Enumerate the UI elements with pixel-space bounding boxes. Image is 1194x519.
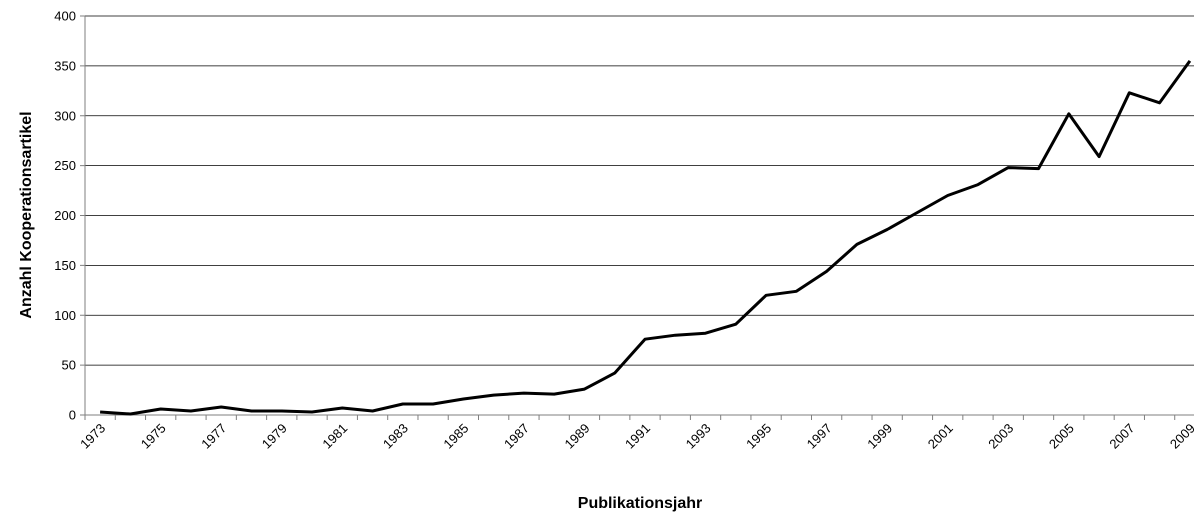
y-tick-label: 250 xyxy=(54,158,76,173)
y-tick-label: 300 xyxy=(54,108,76,123)
y-tick-label: 400 xyxy=(54,9,76,24)
series-group xyxy=(100,60,1192,416)
x-tick-label: 1979 xyxy=(259,421,290,452)
x-tick-label: 2009 xyxy=(1167,421,1194,452)
x-tick-label: 1991 xyxy=(622,421,653,452)
x-tick-label: 2007 xyxy=(1106,421,1137,452)
x-tick-label: 1975 xyxy=(138,421,169,452)
x-tick-label: 1989 xyxy=(562,421,593,452)
y-axis-title: Anzahl Kooperationsartikel xyxy=(18,111,35,318)
x-axis-title: Publikationsjahr xyxy=(578,495,702,512)
x-tick-label: 1993 xyxy=(683,421,714,452)
x-tick-label: 2003 xyxy=(985,421,1016,452)
y-tick-label: 350 xyxy=(54,58,76,73)
x-tick-label: 1985 xyxy=(440,421,471,452)
x-tick-label: 2001 xyxy=(925,421,956,452)
x-tick-label: 1983 xyxy=(380,421,411,452)
y-tick-label: 200 xyxy=(54,208,76,223)
y-tick-label: 0 xyxy=(69,408,76,423)
x-tick-label: 1981 xyxy=(319,421,350,452)
y-tick-label: 150 xyxy=(54,258,76,273)
x-tick-label: 1987 xyxy=(501,421,532,452)
series-line xyxy=(100,60,1192,416)
x-ticks: 1973 1975 1977 1979 1981 1983 1985 1987 1989 1991… xyxy=(77,415,1194,452)
x-tick-label: 2005 xyxy=(1046,421,1077,452)
x-tick-label: 1997 xyxy=(804,421,835,452)
y-tick-label: 100 xyxy=(54,308,76,323)
x-tick-label: 1999 xyxy=(864,421,895,452)
x-tick-label: 1973 xyxy=(77,421,108,452)
x-tick-label: 1977 xyxy=(198,421,229,452)
y-ticks: 0 50 100 150 200 250 300 350 400 xyxy=(54,9,85,423)
gridlines xyxy=(85,15,1194,366)
y-tick-label: 50 xyxy=(62,358,76,373)
x-tick-label: 1995 xyxy=(743,421,774,452)
